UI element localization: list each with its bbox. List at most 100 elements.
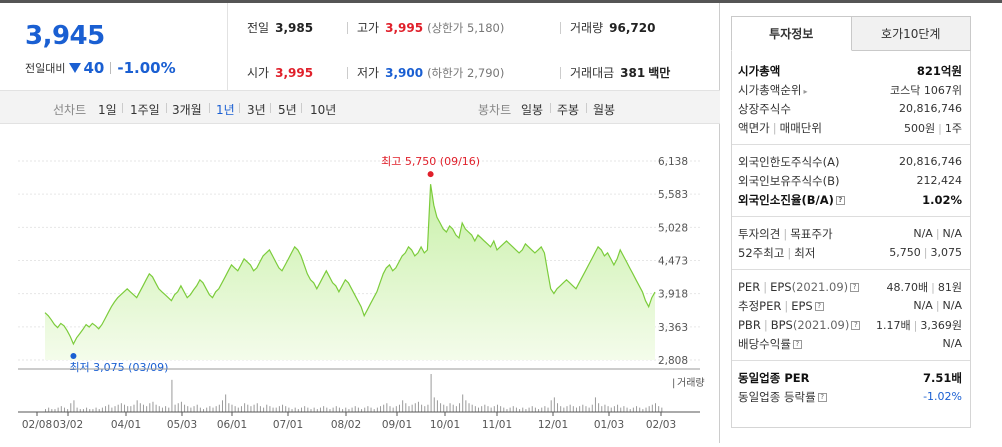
volume-bar xyxy=(256,403,258,412)
tab-orderbook-10[interactable]: 호가10단계 xyxy=(851,16,971,51)
row-label-text: 배당수익률 xyxy=(738,336,791,351)
divider: | xyxy=(938,121,942,135)
volume-bar xyxy=(553,397,555,412)
volume-bar xyxy=(648,406,650,412)
help-icon[interactable]: ? xyxy=(850,282,860,292)
row-label-text: 외국인소진율(B/A) xyxy=(738,192,834,207)
row-value: -1.02% xyxy=(923,390,962,403)
stat-label: 거래량 xyxy=(570,21,604,35)
stat-sub: (하한가 2,790) xyxy=(427,66,505,80)
row-value: 20,816,746 xyxy=(899,155,962,168)
period-1y[interactable]: 1년 xyxy=(216,103,235,117)
volume-bar xyxy=(117,404,119,412)
volume-bar xyxy=(490,407,492,412)
volume-bar xyxy=(544,406,546,412)
period-3m[interactable]: 3개월 xyxy=(172,103,202,117)
volume-bar xyxy=(430,374,432,412)
period-10y[interactable]: 10년 xyxy=(310,103,337,117)
period-3y[interactable]: 3년 xyxy=(247,103,266,117)
volume-bar xyxy=(266,404,268,412)
volume-bar xyxy=(651,404,653,412)
volume-bar xyxy=(607,406,609,412)
volume-label: 거래량 xyxy=(677,377,705,389)
volume-bar xyxy=(471,404,473,412)
volume-bar xyxy=(196,404,198,412)
w52-low-label: 최저 xyxy=(794,245,816,260)
volume-bar xyxy=(500,406,502,412)
volume-bar xyxy=(70,403,72,412)
help-icon[interactable]: ? xyxy=(814,301,824,311)
low-point-marker xyxy=(70,353,77,360)
volume-bar xyxy=(316,409,318,412)
y-tick-label: 6,138 xyxy=(658,156,688,168)
trade-unit-value: 1주 xyxy=(944,121,962,135)
volume-bar xyxy=(158,406,160,412)
period-5y[interactable]: 5년 xyxy=(278,103,297,117)
volume-bar xyxy=(234,406,236,412)
help-icon[interactable]: ? xyxy=(835,195,845,205)
volume-bar xyxy=(86,407,88,412)
volume-bar xyxy=(629,409,631,412)
divider xyxy=(347,67,348,79)
row-value: 212,424 xyxy=(916,174,963,187)
volume-bar xyxy=(620,407,622,412)
volume-bar xyxy=(297,409,299,412)
row-label: 외국인소진율(B/A)? xyxy=(738,192,845,208)
tab-investment-info[interactable]: 투자정보 xyxy=(731,16,852,51)
volume-bar xyxy=(642,409,644,412)
volume-bar xyxy=(155,404,157,412)
volume-bar xyxy=(269,406,271,412)
bps-value: 3,369원 xyxy=(920,318,962,332)
volume-bar xyxy=(601,406,603,412)
volume-bar xyxy=(348,409,350,412)
price-area xyxy=(45,184,655,360)
row-per-eps: PER | EPS(2021.09)? 48.70배 | 81원 xyxy=(738,277,962,296)
volume-bar xyxy=(525,409,527,412)
price-chart[interactable]: 6,138 5,583 5,028 4,473 3,918 3,363 2,808 최고 5… xyxy=(0,124,720,444)
volume-bar xyxy=(626,407,628,412)
stat-amount: 거래대금 381 백만 xyxy=(570,64,670,81)
row-value: 821억원 xyxy=(916,63,962,78)
period-1d[interactable]: 1일 xyxy=(98,103,117,117)
divider xyxy=(301,103,302,113)
candle-chart-label: 봉차트 xyxy=(478,103,512,117)
period-1w[interactable]: 1주일 xyxy=(130,103,160,117)
volume-bar xyxy=(465,400,467,412)
change-label: 전일대비 xyxy=(25,62,66,75)
change-percent: -1.00% xyxy=(117,59,176,77)
row-label: 동일업종 PER xyxy=(738,370,810,385)
row-market-cap-rank[interactable]: 시가총액순위 ▸ 코스닥 1067위 xyxy=(738,80,962,99)
opinion-label: 투자의견 xyxy=(738,226,781,241)
volume-bar xyxy=(136,400,138,412)
help-icon[interactable]: ? xyxy=(817,392,827,402)
help-icon[interactable]: ? xyxy=(792,339,802,349)
volume-bar xyxy=(127,406,129,412)
volume-bar xyxy=(345,407,347,412)
volume-bar xyxy=(582,404,584,412)
row-est-per: 추정PER | EPS? N/A | N/A xyxy=(738,296,962,315)
x-tick-label: 04/01 xyxy=(111,419,141,431)
divider xyxy=(560,22,561,34)
stat-value: 3,985 xyxy=(275,21,314,35)
divider: | xyxy=(763,279,768,294)
volume-bar xyxy=(493,406,495,412)
par-label: 액면가 xyxy=(738,120,770,135)
row-dividend: 배당수익률? N/A xyxy=(738,334,962,353)
candle-daily[interactable]: 일봉 xyxy=(521,103,544,117)
y-tick-label: 3,363 xyxy=(658,322,688,334)
section-divider xyxy=(732,269,970,270)
price-box: 3,945 전일대비 40 -1.00% xyxy=(0,3,228,90)
volume-bar xyxy=(82,409,84,412)
est-eps-label: EPS xyxy=(791,298,813,313)
volume-bar xyxy=(538,409,540,412)
divider xyxy=(110,62,112,74)
divider: | xyxy=(787,245,792,260)
volume-bar xyxy=(658,406,660,412)
row-label-text: 시가총액순위 xyxy=(738,82,802,97)
candle-weekly[interactable]: 주봉 xyxy=(557,103,580,117)
candle-monthly[interactable]: 월봉 xyxy=(593,103,616,117)
volume-bar xyxy=(509,407,511,412)
divider: | xyxy=(783,226,788,241)
bps-label: BPS xyxy=(770,317,793,332)
help-icon[interactable]: ? xyxy=(851,320,861,330)
